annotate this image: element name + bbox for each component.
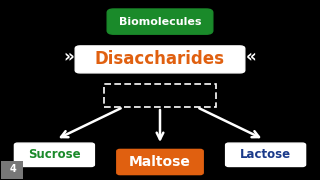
Text: STRUCTURE: STRUCTURE (132, 90, 188, 100)
Text: Biomolecules: Biomolecules (119, 17, 201, 27)
Text: Lactose: Lactose (240, 148, 291, 161)
FancyBboxPatch shape (117, 149, 203, 175)
Text: »: » (63, 49, 74, 67)
Text: Sucrose: Sucrose (28, 148, 81, 161)
Text: «: « (246, 49, 257, 67)
Text: Disaccharides: Disaccharides (95, 50, 225, 68)
FancyBboxPatch shape (1, 161, 23, 179)
FancyBboxPatch shape (107, 9, 213, 34)
FancyBboxPatch shape (14, 143, 94, 166)
FancyBboxPatch shape (104, 84, 216, 107)
Text: 4: 4 (9, 164, 16, 174)
FancyBboxPatch shape (226, 143, 306, 166)
FancyBboxPatch shape (75, 46, 245, 73)
Text: Maltose: Maltose (129, 155, 191, 169)
